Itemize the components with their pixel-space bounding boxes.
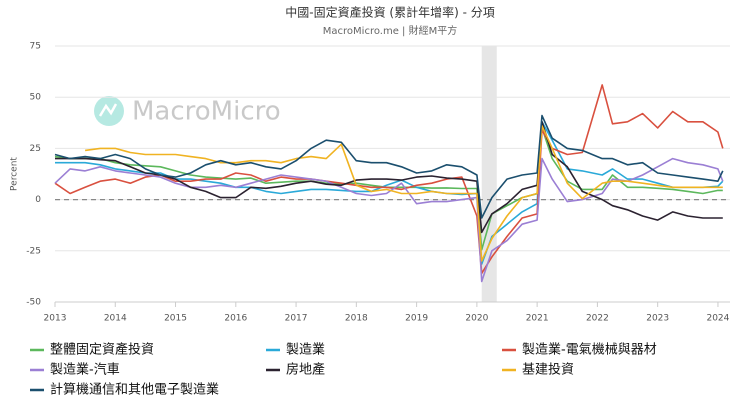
chart-title: 中國-固定資產投資 (累計年增率) - 分項 xyxy=(285,5,494,20)
x-tick-label: 2017 xyxy=(285,314,308,324)
x-tick-label: 2022 xyxy=(586,314,609,324)
series-line xyxy=(54,114,724,219)
y-tick-label: 25 xyxy=(30,144,41,154)
y-tick-label: -25 xyxy=(26,246,41,256)
y-tick-label: 0 xyxy=(35,195,41,205)
x-tick-label: 2014 xyxy=(104,314,127,324)
legend-label: 製造業-汽車 xyxy=(50,362,120,378)
legend-label: 房地產 xyxy=(286,362,325,378)
watermark-logo xyxy=(94,96,124,126)
x-tick-label: 2024 xyxy=(706,314,729,324)
x-tick-label: 2018 xyxy=(345,314,368,324)
series-line xyxy=(84,125,723,262)
y-tick-label: 75 xyxy=(30,42,41,52)
x-tick-label: 2020 xyxy=(465,314,488,324)
watermark: MacroMicro xyxy=(132,97,281,127)
x-tick-label: 2016 xyxy=(224,314,247,324)
series-line xyxy=(55,121,724,265)
y-tick-label: 50 xyxy=(30,93,42,103)
x-tick-label: 2013 xyxy=(44,314,67,324)
series-line xyxy=(54,157,724,283)
series-line xyxy=(54,127,723,251)
series-line xyxy=(54,84,724,275)
x-tick-label: 2021 xyxy=(526,314,549,324)
series-line xyxy=(55,121,723,234)
legend-label: 計算機通信和其他電子製造業 xyxy=(50,382,219,398)
legend-label: 製造業 xyxy=(286,342,325,358)
x-tick-label: 2019 xyxy=(405,314,428,324)
highlight-band xyxy=(481,46,497,302)
chart-subtitle: MacroMicro.me | 財經M平方 xyxy=(323,24,457,37)
legend-label: 整體固定資產投資 xyxy=(50,342,154,358)
legend-label: 基建投資 xyxy=(522,362,574,378)
y-axis-label: Percent xyxy=(10,157,20,191)
x-tick-label: 2023 xyxy=(646,314,669,324)
x-tick-label: 2015 xyxy=(164,314,187,324)
y-tick-label: -50 xyxy=(26,298,41,308)
legend-label: 製造業-電氣機械與器材 xyxy=(522,342,657,358)
